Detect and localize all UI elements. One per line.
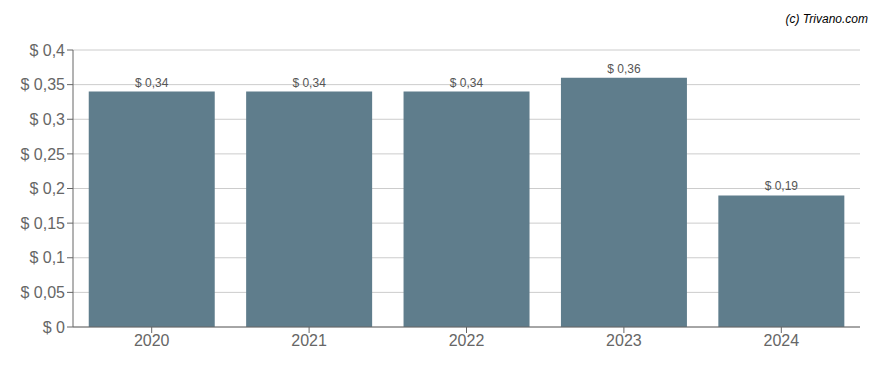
svg-text:$ 0,15: $ 0,15 (21, 215, 66, 232)
svg-text:$ 0,36: $ 0,36 (607, 62, 641, 76)
svg-text:$ 0,35: $ 0,35 (21, 76, 66, 93)
svg-text:2021: 2021 (291, 332, 327, 349)
svg-text:$ 0: $ 0 (43, 319, 65, 336)
html-text:(c) Trivano.com: (c) Trivano.com (785, 12, 868, 26)
svg-text:$ 0,2: $ 0,2 (29, 180, 65, 197)
svg-text:$ 0,34: $ 0,34 (135, 76, 169, 90)
svg-text:$ 0,1: $ 0,1 (29, 249, 65, 266)
svg-text:$ 0,25: $ 0,25 (21, 146, 66, 163)
svg-text:$ 0,3: $ 0,3 (29, 111, 65, 128)
svg-text:2023: 2023 (606, 332, 642, 349)
svg-text:$ 0,4: $ 0,4 (29, 42, 65, 59)
svg-text:$ 0,34: $ 0,34 (292, 76, 326, 90)
svg-text:2022: 2022 (449, 332, 485, 349)
svg-text:2024: 2024 (764, 332, 800, 349)
svg-text:$ 0,05: $ 0,05 (21, 284, 66, 301)
svg-text:2020: 2020 (134, 332, 170, 349)
svg-text:$ 0,34: $ 0,34 (450, 76, 484, 90)
svg-text:$ 0,19: $ 0,19 (765, 179, 799, 193)
